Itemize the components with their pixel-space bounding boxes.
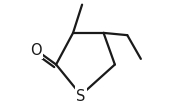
Text: O: O [30,43,42,58]
Text: S: S [76,88,86,103]
